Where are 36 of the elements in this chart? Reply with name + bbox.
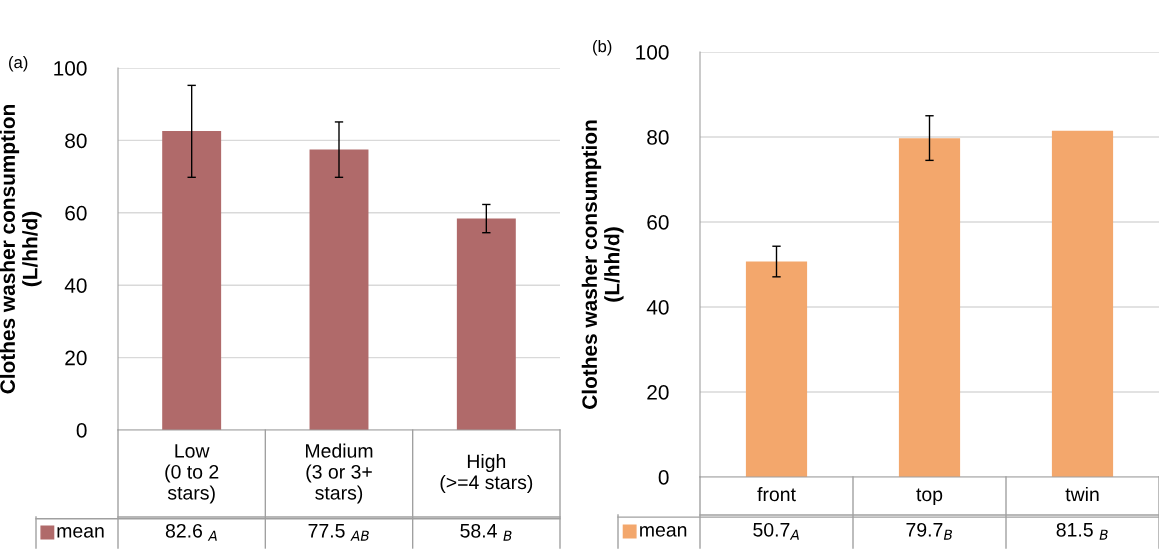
- y-axis-title: Clothes washer consumption (L/hh/d): [0, 105, 42, 394]
- data-label: 50.7$_{A}$: [753, 522, 799, 540]
- bar: [309, 149, 369, 430]
- y-tick-label: 100: [636, 45, 669, 60]
- legend-label: mean: [57, 527, 104, 538]
- x-tick-label: twin: [1065, 486, 1099, 502]
- x-tick-label: Low (0 to 2 stars): [165, 444, 219, 504]
- legend-label: mean: [640, 526, 687, 537]
- y-tick-label: 0: [658, 470, 669, 485]
- data-label: 82.6 $_{A}$: [165, 523, 217, 541]
- y-axis-title: Clothes washer consumption (L/hh/d): [581, 120, 624, 409]
- data-label: 58.4 $_{B}$: [460, 523, 512, 541]
- bar: [1051, 130, 1114, 477]
- y-tick-label: 60: [647, 215, 669, 230]
- x-tick-label: High (>=4 stars): [440, 453, 533, 494]
- data-label: 77.5 $_{AB}$: [308, 524, 369, 541]
- y-tick-label: 20: [647, 385, 669, 400]
- bar: [456, 218, 516, 430]
- y-tick-label: 20: [65, 350, 87, 366]
- x-tick-label: Medium (3 or 3+ stars): [306, 443, 373, 504]
- data-label: 81.5 $_{B}$: [1056, 522, 1108, 540]
- y-tick-label: 100: [54, 61, 87, 76]
- y-tick-label: 0: [76, 423, 87, 438]
- y-tick-label: 80: [647, 130, 669, 145]
- y-tick-label: 40: [646, 300, 669, 315]
- x-tick-label: front: [757, 486, 796, 502]
- chart-title: (b): [593, 40, 612, 56]
- data-label: 79.7$_{B}$: [906, 522, 953, 540]
- bar: [898, 138, 961, 477]
- y-tick-label: 80: [65, 133, 87, 149]
- y-tick-label: 40: [64, 278, 87, 293]
- y-tick-label: 60: [65, 205, 87, 221]
- x-tick-label: top: [916, 488, 943, 506]
- bar: [745, 261, 808, 477]
- chart-title: (a): [9, 56, 28, 72]
- bar: [162, 130, 222, 430]
